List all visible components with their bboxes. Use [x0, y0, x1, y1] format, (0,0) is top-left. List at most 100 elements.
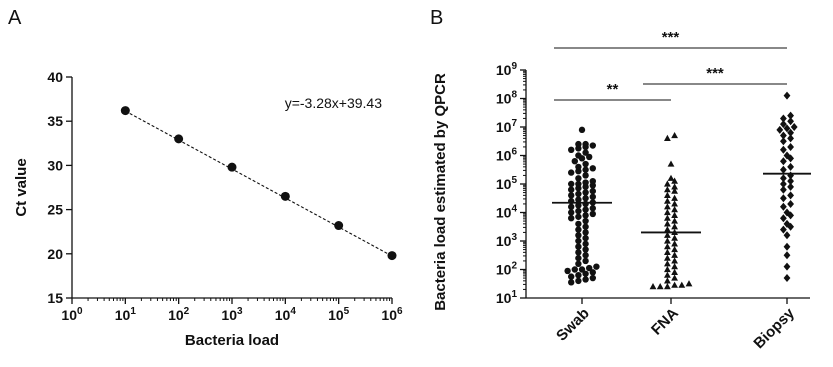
panel-b-fna-point	[667, 160, 675, 167]
panel-b-fna-point	[671, 281, 678, 288]
panel-a-point	[120, 106, 130, 116]
panel-a-y-tick-label: 30	[47, 157, 63, 173]
panel-b-swab-point	[589, 187, 596, 195]
panel-b-swab-point	[582, 229, 589, 236]
panel-b-significance-label: ***	[706, 65, 724, 82]
panel-b-fna-point	[664, 220, 671, 227]
panel-b-fna-point	[664, 254, 671, 261]
panel-b-fna-point	[685, 280, 693, 287]
panel-b-biopsy-point	[787, 142, 794, 151]
panel-b-fna-point	[664, 214, 671, 221]
panel-b-fna-point	[664, 248, 671, 255]
panel-b-swab-point	[589, 210, 596, 218]
panel-a-x-tick-label: 101	[115, 306, 137, 323]
panel-b-y-title: Bacteria load estimated by QPCR	[432, 73, 449, 311]
panel-b-biopsy-point	[783, 251, 791, 260]
panel-b-swab-point	[575, 249, 582, 256]
panel-b-swab-point	[568, 192, 575, 199]
panel-b-swab-point	[582, 276, 589, 283]
panel-b-significance-label: ***	[662, 29, 680, 46]
panel-b-biopsy-point	[787, 117, 794, 126]
panel-b-swab-point	[578, 126, 586, 134]
panel-b-swab-point	[568, 186, 575, 193]
panel-b-y-tick-label: 109	[496, 61, 518, 78]
panel-b-y-tick-label: 106	[496, 147, 518, 164]
panel-b-swab-point	[575, 226, 582, 233]
panel-b-fna-point	[671, 251, 678, 258]
panel-b-category-label: FNA	[648, 305, 682, 339]
panel-b-fna-point	[664, 197, 671, 204]
panel-b-biopsy-point	[787, 171, 794, 180]
panel-b-category-label: Swab	[553, 305, 593, 345]
panel-b-biopsy-point	[787, 134, 794, 143]
panel-b-swab-point	[568, 279, 575, 286]
panel-a-x-tick-label: 100	[61, 306, 83, 323]
panel-b-fna-point	[664, 203, 671, 210]
panel-b-fna-point	[671, 217, 678, 224]
panel-b-swab-point	[575, 140, 582, 148]
panel-a-x-tick-label: 104	[275, 306, 297, 323]
panel-b-swab-point	[575, 202, 582, 209]
panel-b-swab-point	[568, 203, 575, 210]
panel-b-fna-point	[667, 174, 675, 181]
panel-b-swab-point	[575, 196, 582, 203]
panel-b-swab-point	[575, 260, 582, 267]
panel-b-biopsy-point	[787, 182, 794, 191]
panel-b-category-label: Biopsy	[750, 304, 798, 352]
panel-b-biopsy-point	[783, 151, 791, 160]
panel-b-swab-point	[582, 234, 589, 242]
panel-b-biopsy-point	[780, 145, 787, 154]
panel-b-biopsy-point	[780, 114, 787, 123]
panel-b-fna-point	[664, 186, 671, 193]
panel-b-swab-point	[578, 266, 586, 273]
panel-b-fna-point	[671, 206, 678, 213]
panel-b-swab-point	[582, 212, 589, 219]
panel-b-fna-point	[664, 243, 671, 250]
panel-b-fna-point	[664, 226, 671, 233]
panel-b-fna-point	[671, 257, 678, 264]
panel-b-swab-point	[586, 264, 593, 272]
panel-b-fna-point	[671, 194, 678, 201]
panel-b-swab-point	[589, 177, 596, 185]
panel-b-fna-point	[671, 131, 678, 139]
panel-a-y-tick-label: 15	[47, 290, 63, 306]
panel-b-swab-point	[564, 267, 571, 275]
panel-b-biopsy-point	[780, 185, 787, 194]
panel-b-biopsy-point	[787, 199, 794, 208]
panel-b-swab-point	[582, 195, 589, 202]
panel-b-biopsy-point	[780, 157, 787, 166]
panel-b-y-tick-label: 105	[496, 175, 518, 192]
panel-b-fna-point	[671, 211, 678, 218]
panel-b-fna-point	[656, 283, 664, 290]
panel-b-biopsy-point	[783, 274, 791, 283]
panel-b-biopsy-point	[787, 191, 794, 200]
panel-b-fna-point	[664, 237, 671, 244]
panel-b-swab-point	[582, 160, 589, 168]
panel-b-biopsy-point	[783, 231, 791, 240]
panel-a-x-tick-label: 105	[328, 306, 350, 323]
panel-b-fna-point	[671, 263, 678, 270]
panel-b-swab-point	[575, 232, 582, 239]
panel-b-biopsy-point	[780, 131, 787, 140]
panel-b-swab-point	[582, 252, 589, 259]
panel-b-biopsy-point	[787, 177, 794, 186]
panel-b-swab-point	[568, 273, 575, 280]
panel-b-swab-point	[575, 237, 582, 245]
panel-b-swab-point	[582, 223, 589, 230]
panel-a-x-tick-label: 106	[381, 306, 403, 323]
panel-b-swab-point	[589, 142, 596, 149]
panel-b-swab-point	[575, 213, 582, 220]
panel-b-biopsy-point	[780, 180, 787, 188]
panel-b-swab-point	[582, 217, 589, 225]
panel-b-swab-point	[582, 179, 589, 186]
panel-b-fna-point	[664, 134, 671, 141]
panel-b-fna-point	[664, 260, 671, 267]
panel-b-biopsy-point	[783, 242, 791, 251]
panel-b-swab-point	[568, 180, 575, 188]
panel-a-point	[387, 251, 397, 261]
panel-b-fna-point	[664, 271, 671, 278]
panel-b-swab-point	[575, 254, 582, 262]
panel-b-fna-point	[664, 283, 671, 290]
